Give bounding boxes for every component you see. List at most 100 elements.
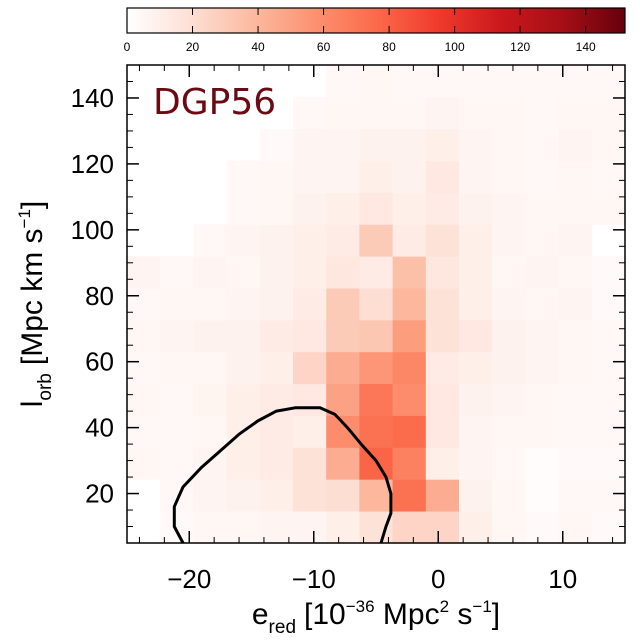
heatmap-cell [326,511,360,543]
heatmap-cell [326,288,360,321]
heatmap-cell [226,351,261,385]
heatmap-cell [326,256,360,289]
heatmap-cell [558,256,593,289]
heatmap-cell [392,65,427,98]
heatmap-cell [492,351,526,385]
heatmap-cell [492,447,526,480]
heatmap-cell [226,256,261,289]
plot-frame [126,64,626,544]
heatmap-cell [591,288,625,321]
heatmap-cell [558,96,593,130]
heatmap-cell [525,128,560,161]
heatmap-cell [459,479,493,512]
heatmap-cell [326,192,360,225]
heatmap-cell [492,192,526,225]
colorbar-tick-label: 140 [576,40,596,54]
heatmap-cell [392,415,427,448]
heatmap-cell [293,415,327,448]
heatmap-cell [425,96,460,130]
heatmap-cell [392,192,427,225]
x-tick-label: 0 [431,564,445,594]
heatmap-cell [459,160,493,193]
heatmap-cell [425,415,460,448]
heatmap-cell [326,479,360,512]
heatmap-cell [293,224,327,257]
heatmap-cell [259,351,294,385]
heatmap-cell [492,256,526,289]
heatmap-cell [326,128,360,161]
heatmap-cell [359,224,394,257]
heatmap-cells [127,65,625,543]
heatmap-cell [160,383,194,416]
heatmap-cell [392,383,427,416]
heatmap-cell [459,415,493,448]
heatmap-cell [492,319,526,353]
colorbar-gradient [126,7,626,34]
heatmap-cell [226,447,261,480]
heatmap-cell [492,128,526,161]
heatmap-cell [326,415,360,448]
heatmap-cell [392,128,427,161]
heatmap-cell [492,288,526,321]
heatmap-cell [392,256,427,289]
heatmap-cell [193,351,228,385]
heatmap-cell [226,383,261,416]
heatmap-cell [525,447,560,480]
heatmap-cell [259,224,294,257]
heatmap-cell [259,479,294,512]
heatmap-cell [293,160,327,193]
heatmap-cell [558,351,593,385]
density-contour [172,406,393,543]
x-axis-exp: −36 [346,597,375,616]
heatmap-cell [492,479,526,512]
heatmap-cell [459,192,493,225]
heatmap-cell [425,160,460,193]
x-axis-units-a: Mpc [375,598,440,631]
heatmap-cell [293,192,327,225]
heatmap-cell [591,479,625,512]
heatmap-cell [226,160,261,193]
heatmap-cell [127,319,161,353]
heatmap-cell [525,511,560,543]
heatmap-cell [193,447,228,480]
heatmap-cell [492,65,526,98]
heatmap-cell [193,288,228,321]
heatmap-cell [127,383,161,416]
heatmap-cell [359,319,394,353]
heatmap-cell [525,256,560,289]
heatmap-cell [591,160,625,193]
heatmap-cell [326,160,360,193]
heatmap-cell [160,319,194,353]
heatmap-cell [193,256,228,289]
x-axis-units-exp-b: −1 [472,597,491,616]
heatmap-cell [359,65,394,98]
heatmap-cell [492,415,526,448]
colorbar-tick-label: 40 [251,40,265,54]
heatmap-cell [591,319,625,353]
heatmap-cell [525,192,560,225]
heatmap-cell [558,415,593,448]
heatmap-cell [392,351,427,385]
heatmap-cell [392,447,427,480]
heatmap-cell [359,288,394,321]
heatmap-cell [259,447,294,480]
heatmap-cell [293,351,327,385]
heatmap-cell [326,96,360,130]
heatmap-cell [558,224,593,257]
heatmap-cell [558,447,593,480]
heatmap-cell [293,128,327,161]
heatmap-cell [193,383,228,416]
heatmap-cell [558,511,593,543]
heatmap-cell [226,511,261,543]
heatmap-cell [459,65,493,98]
heatmap-cell [459,224,493,257]
heatmap-cell [558,479,593,512]
y-tick-label: 100 [71,215,114,245]
heatmap-cell [127,447,161,480]
heatmap-cell [226,192,261,225]
heatmap-cell [359,383,394,416]
heatmap-cell [193,479,228,512]
heatmap-cell [459,256,493,289]
heatmap-cell [193,319,228,353]
